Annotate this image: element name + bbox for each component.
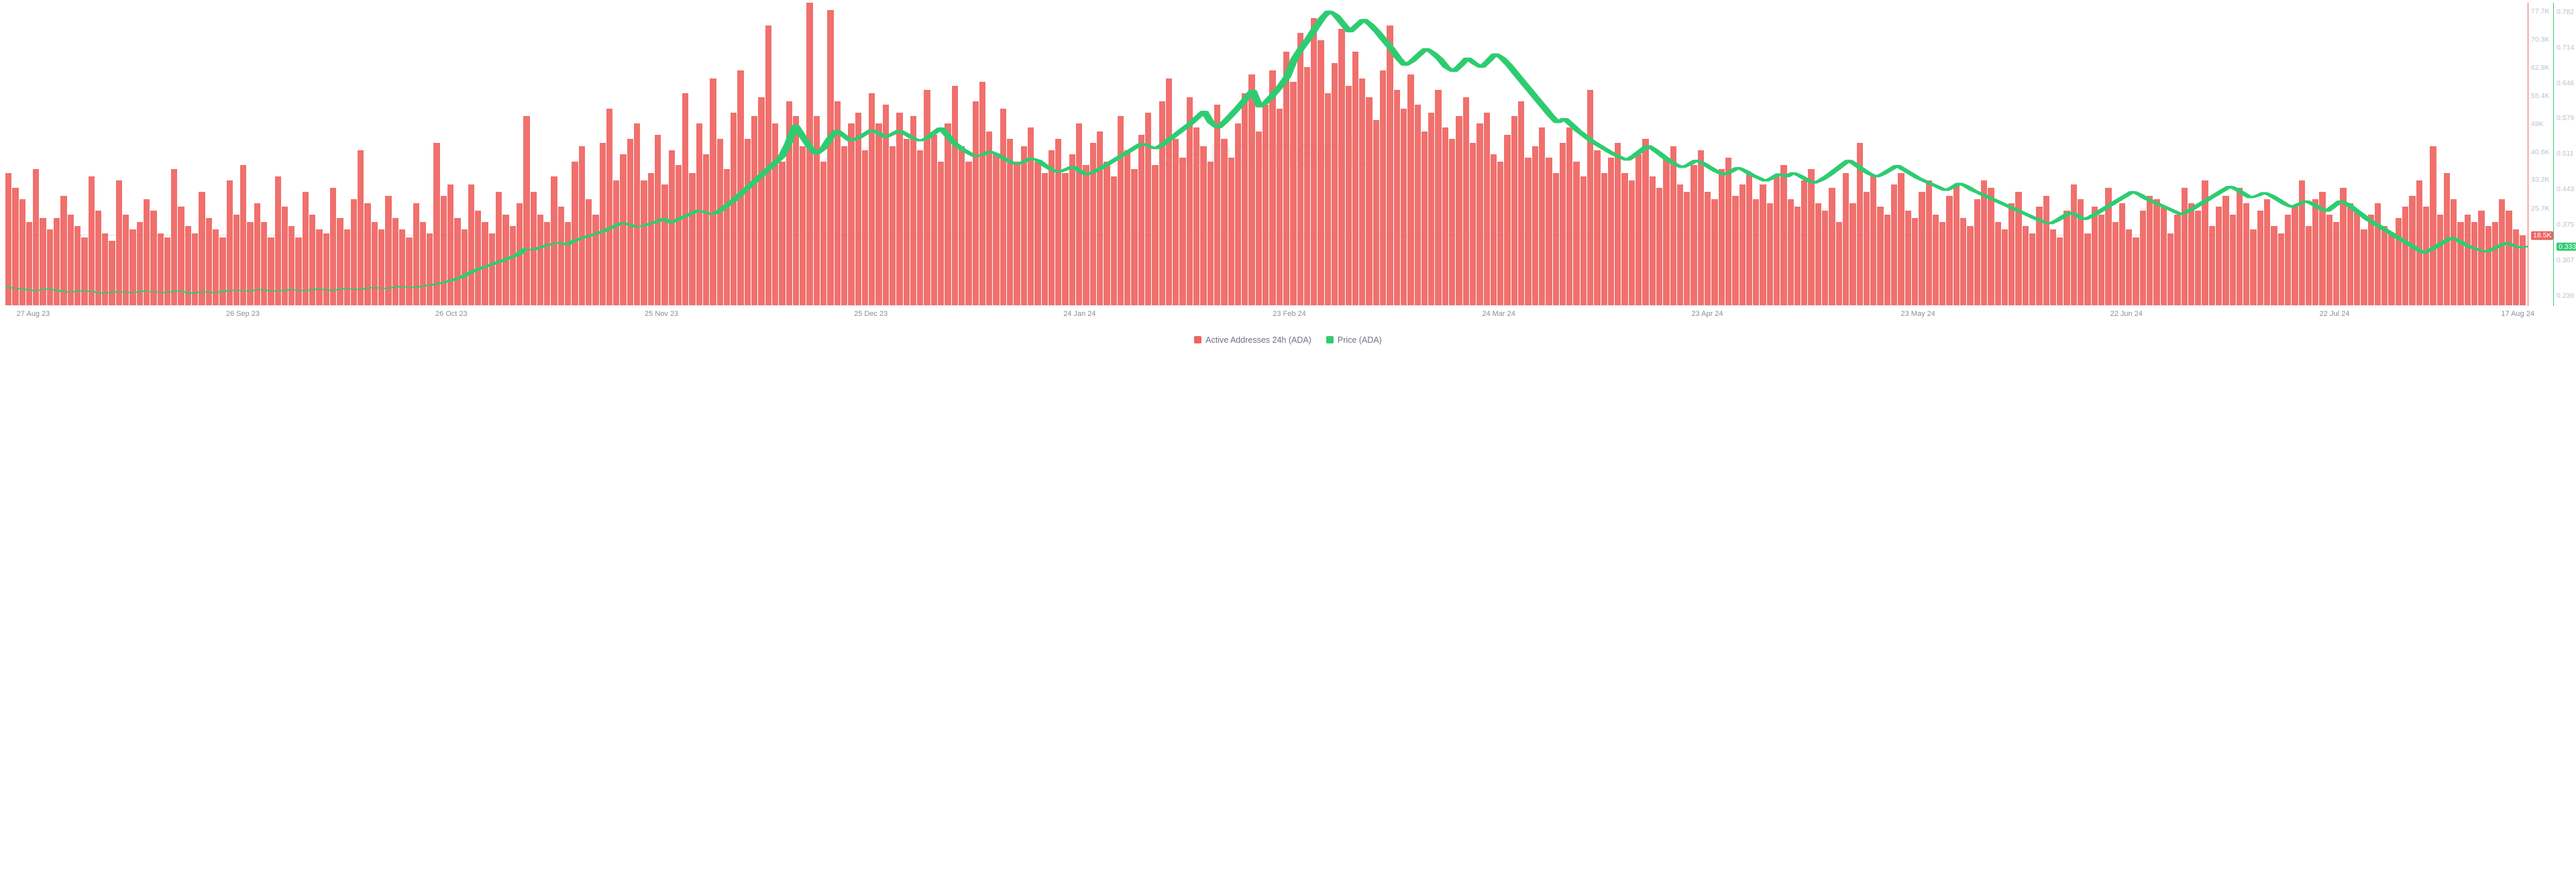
y-left-tick: 77.7K [2531, 8, 2549, 15]
x-tick: 27 Aug 23 [17, 310, 50, 318]
legend-swatch [1326, 336, 1334, 343]
x-tick: 23 May 24 [1901, 310, 1935, 318]
price-line-svg [5, 3, 2528, 305]
legend-swatch [1194, 336, 1201, 343]
y-right-tick: 0.714 [2557, 44, 2574, 52]
x-tick: 24 Mar 24 [1482, 310, 1515, 318]
chart-container[interactable]: santiment. 77.7K 70.3K 62.8K 55.4K 48K 40.6K 3… [0, 0, 2576, 349]
y-right-tick: 0.646 [2557, 80, 2574, 87]
y-right-tick: 0.375 [2557, 221, 2574, 229]
y-left-tick: 25.7K [2531, 205, 2549, 213]
y-left-tick: 62.8K [2531, 64, 2549, 72]
legend-label: Price (ADA) [1338, 335, 1382, 345]
y-left-tick: 40.6K [2531, 148, 2549, 156]
y-left-tick: 55.4K [2531, 93, 2549, 100]
plot-area[interactable]: santiment. [5, 3, 2528, 306]
y-axis-left: 77.7K 70.3K 62.8K 55.4K 48K 40.6K 33.2K 25.7K 18… [2528, 3, 2551, 306]
price-line-path [5, 11, 2528, 293]
y-right-current-badge: 0.333 [2557, 243, 2576, 252]
x-tick: 26 Oct 23 [435, 310, 468, 318]
x-tick: 22 Jun 24 [2110, 310, 2143, 318]
y-right-tick: 0.307 [2557, 257, 2574, 264]
y-right-tick: 0.782 [2557, 9, 2574, 16]
y-left-tick: 33.2K [2531, 176, 2549, 184]
y-right-tick: 0.579 [2557, 115, 2574, 122]
x-axis: 27 Aug 23 26 Sep 23 26 Oct 23 25 Nov 23 25 D… [5, 310, 2528, 322]
y-left-current-badge: 18.5K [2531, 231, 2553, 240]
y-right-tick: 0.443 [2557, 186, 2574, 193]
x-tick: 23 Feb 24 [1273, 310, 1306, 318]
x-tick: 25 Dec 23 [854, 310, 888, 318]
legend-label: Active Addresses 24h (ADA) [1205, 335, 1311, 345]
y-left-tick: 70.3K [2531, 36, 2549, 44]
legend-item[interactable]: Price (ADA) [1326, 335, 1382, 345]
legend: Active Addresses 24h (ADA) Price (ADA) [0, 335, 2576, 345]
y-right-tick: 0.511 [2557, 150, 2574, 158]
y-axis-right: 0.782 0.714 0.646 0.579 0.511 0.443 0.375 0.307… [2553, 3, 2576, 306]
legend-item[interactable]: Active Addresses 24h (ADA) [1194, 335, 1311, 345]
y-right-tick: 0.239 [2557, 292, 2574, 300]
x-tick: 25 Nov 23 [645, 310, 678, 318]
x-tick: 23 Apr 24 [1691, 310, 1723, 318]
x-tick: 22 Jul 24 [2320, 310, 2350, 318]
x-tick: 17 Aug 24 [2501, 310, 2534, 318]
x-tick: 24 Jan 24 [1063, 310, 1095, 318]
x-tick: 26 Sep 23 [226, 310, 260, 318]
y-left-tick: 48K [2531, 121, 2544, 128]
